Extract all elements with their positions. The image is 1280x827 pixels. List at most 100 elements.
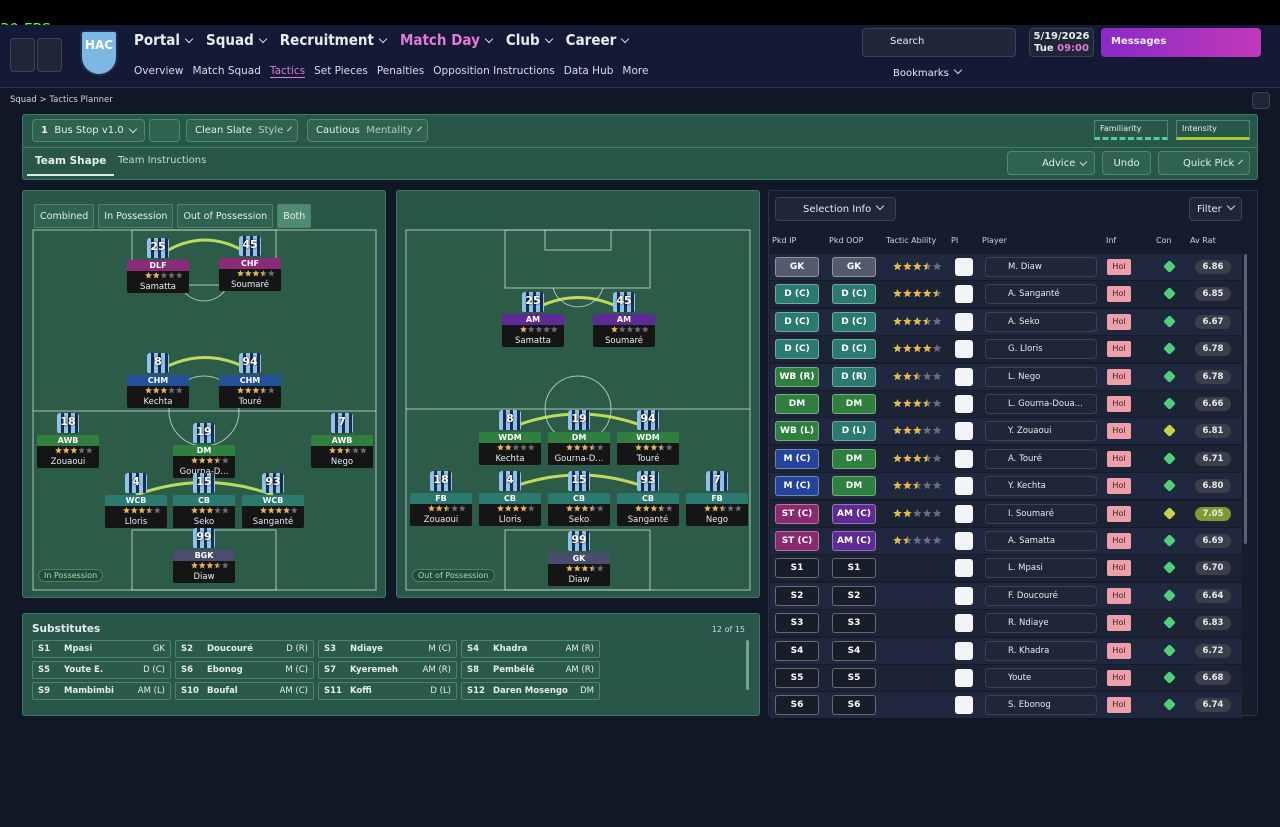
phase-tab[interactable]: Both	[277, 204, 312, 228]
player-card[interactable]: 7 FB Nego	[686, 471, 748, 533]
pkd-oop[interactable]: S3	[832, 613, 876, 634]
player-select[interactable]: F. Doucouré	[985, 585, 1097, 606]
selection-info[interactable]: Selection Info	[775, 197, 896, 221]
subnav-item[interactable]: Overview	[134, 65, 184, 77]
close-button[interactable]	[1252, 92, 1270, 109]
subnav-item[interactable]: Data Hub	[563, 65, 614, 77]
date-box[interactable]: 5/19/2026 Tue 09:00	[1029, 28, 1094, 57]
player-select[interactable]: G. Lloris	[985, 339, 1097, 360]
subnav-item[interactable]: Tactics	[269, 65, 306, 78]
mentality-select[interactable]: Cautious Mentality	[307, 119, 428, 142]
player-select[interactable]: Youte	[985, 668, 1097, 688]
player-card[interactable]: 99 BGK Diaw	[173, 528, 235, 590]
sub-player[interactable]: S11 Koffi D (L)	[318, 682, 457, 700]
sub-player[interactable]: S12 Daren Mosengo DM	[461, 682, 600, 700]
sub-player[interactable]: S8 Pembélé AM (R)	[461, 661, 600, 679]
pkd-oop[interactable]: D (R)	[832, 366, 876, 387]
player-card[interactable]: 15 CB Seko	[548, 471, 610, 533]
pkd-oop[interactable]: S6	[832, 695, 876, 716]
pkd-oop[interactable]: DM	[832, 476, 876, 497]
pkd-ip[interactable]: ST (C)	[775, 531, 819, 551]
player-select[interactable]: I. Soumaré	[985, 503, 1097, 524]
phase-tab[interactable]: In Possession	[98, 204, 174, 228]
nav-item[interactable]: Club	[506, 31, 552, 49]
pkd-ip[interactable]: DM	[775, 394, 819, 414]
player-select[interactable]: L. Gourna-Doua...	[985, 394, 1097, 414]
player-select[interactable]: A. Touré	[985, 448, 1097, 469]
pkd-oop[interactable]: D (C)	[832, 339, 876, 360]
phase-tab[interactable]: Out of Possession	[177, 204, 274, 228]
player-select[interactable]: A. Sanganté	[985, 284, 1097, 305]
nav-item[interactable]: Recruitment	[280, 31, 386, 49]
player-card[interactable]: 94 WDM Touré	[617, 410, 679, 472]
player-select[interactable]: Y. Kechta	[985, 476, 1097, 497]
subnav-item[interactable]: More	[622, 65, 649, 77]
sub-player[interactable]: S7 Kyeremeh AM (R)	[318, 661, 457, 679]
pkd-ip[interactable]: D (C)	[775, 311, 819, 332]
add-tactic[interactable]	[149, 119, 180, 142]
player-card[interactable]: 18 FB Zouaoui	[410, 471, 472, 533]
tactic-select[interactable]: 1 Bus Stop v1.0	[32, 119, 145, 142]
player-card[interactable]: 4 CB Lloris	[479, 471, 541, 533]
player-select[interactable]: Y. Zouaoui	[985, 421, 1097, 442]
pkd-oop[interactable]: GK	[832, 257, 876, 277]
search[interactable]: Search	[890, 36, 925, 47]
style-select[interactable]: Clean Slate Style	[186, 119, 298, 142]
pkd-oop[interactable]: S4	[832, 640, 876, 661]
filter[interactable]: Filter	[1189, 197, 1242, 221]
player-card[interactable]: 45 AM Soumaré	[593, 292, 655, 354]
pkd-oop[interactable]: AM (C)	[832, 503, 876, 524]
subnav-item[interactable]: Match Squad	[192, 65, 261, 77]
nav-item[interactable]: Squad	[206, 31, 266, 49]
pkd-oop[interactable]: DM	[832, 448, 876, 469]
player-card[interactable]: 93 CB Sanganté	[617, 471, 679, 533]
player-card[interactable]: 94 CHM Touré	[219, 353, 281, 415]
pkd-ip[interactable]: S5	[775, 668, 819, 688]
tab[interactable]: Team Instructions	[118, 155, 207, 166]
pkd-ip[interactable]: M (C)	[775, 476, 819, 497]
player-card[interactable]: 25 AM Samatta	[502, 292, 564, 354]
pkd-ip[interactable]: M (C)	[775, 448, 819, 469]
player-select[interactable]: A. Seko	[985, 311, 1097, 332]
nav-item[interactable]: Match Day	[400, 31, 492, 49]
pkd-ip[interactable]: D (C)	[775, 284, 819, 305]
phase-tab[interactable]: Combined	[34, 204, 95, 228]
player-card[interactable]: 19 DM Gourna-D...	[548, 410, 610, 472]
pkd-ip[interactable]: D (C)	[775, 339, 819, 360]
back-button[interactable]	[10, 38, 35, 72]
nav-item[interactable]: Portal	[134, 31, 192, 49]
player-card[interactable]: 99 GK Diaw	[548, 531, 610, 593]
player-card[interactable]: 18 AWB Zouaoui	[37, 413, 99, 475]
nav-item[interactable]: Career	[566, 31, 629, 49]
player-select[interactable]: L. Nego	[985, 366, 1097, 387]
sub-player[interactable]: S4 Khadra AM (R)	[461, 640, 600, 658]
pkd-oop[interactable]: S1	[832, 558, 876, 579]
subnav-item[interactable]: Penalties	[376, 65, 425, 77]
pkd-oop[interactable]: DM	[832, 394, 876, 414]
crumb[interactable]: Squad	[10, 95, 37, 105]
pkd-oop[interactable]: AM (C)	[832, 531, 876, 551]
tab[interactable]: Team Shape	[27, 152, 115, 176]
pkd-ip[interactable]: GK	[775, 257, 819, 277]
player-card[interactable]: 4 WCB Lloris	[105, 473, 167, 535]
pkd-oop[interactable]: D (C)	[832, 311, 876, 332]
advice[interactable]: Advice	[1007, 151, 1095, 175]
bookmarks[interactable]: Bookmarks	[893, 67, 961, 79]
player-card[interactable]: 15 CB Seko	[173, 473, 235, 535]
pkd-ip[interactable]: S6	[775, 695, 819, 716]
messages[interactable]: Messages	[1101, 28, 1261, 57]
subnav-item[interactable]: Set Pieces	[314, 65, 368, 77]
pkd-ip[interactable]: S2	[775, 585, 819, 606]
pkd-oop[interactable]: D (L)	[832, 421, 876, 442]
pkd-oop[interactable]: S2	[832, 585, 876, 606]
player-select[interactable]: M. Diaw	[985, 257, 1097, 277]
quick-pick[interactable]: Quick Pick	[1158, 151, 1250, 175]
familiarity[interactable]: Familiarity	[1094, 120, 1168, 140]
subnav-item[interactable]: Opposition Instructions	[433, 65, 555, 77]
player-card[interactable]: 25 DLF Samatta	[127, 238, 189, 300]
forward-button[interactable]	[37, 38, 62, 72]
sub-player[interactable]: S9 Mambimbi AM (L)	[32, 682, 171, 700]
club-logo[interactable]: HAC	[80, 30, 118, 76]
sub-player[interactable]: S3 Ndiaye M (C)	[318, 640, 457, 658]
sub-player[interactable]: S6 Ebonog M (C)	[175, 661, 314, 679]
